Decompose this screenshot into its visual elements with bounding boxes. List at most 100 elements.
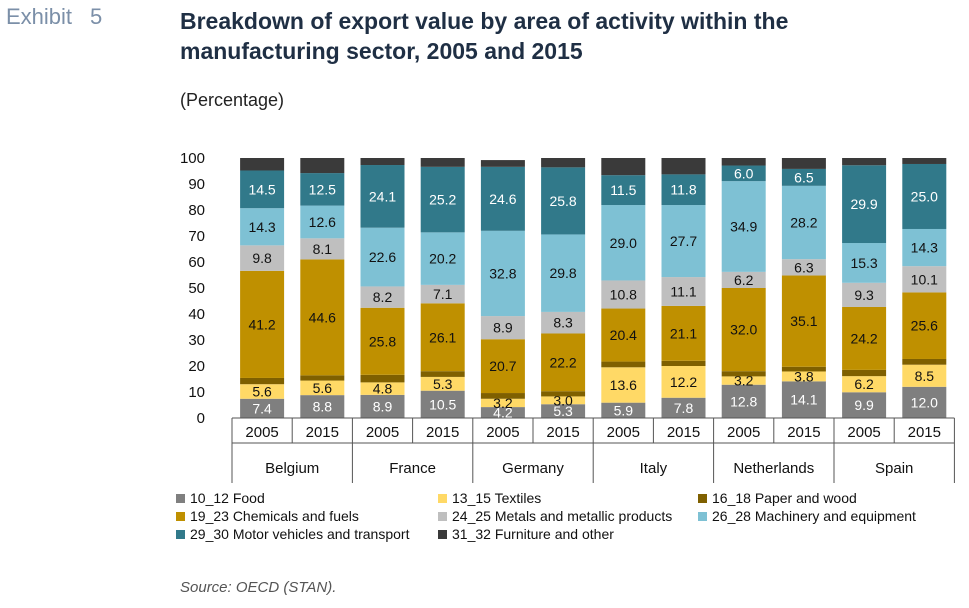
data-label: 9.3 (854, 287, 874, 303)
bar-segment-furniture (721, 158, 766, 166)
y-tick-label: 30 (188, 332, 205, 349)
bar-segment-food (842, 392, 887, 418)
bar-segment-machinery (842, 243, 887, 283)
bar-segment-machinery (541, 234, 586, 312)
bar-segment-paper (721, 371, 766, 377)
country-label: Spain (875, 460, 913, 477)
country-label: France (389, 460, 436, 477)
legend-label: 10_12 Food (190, 490, 265, 506)
y-tick-label: 90 (188, 176, 205, 193)
bar-segment-food (480, 407, 525, 418)
legend-item-metals: 24_25 Metals and metallic products (438, 508, 672, 524)
data-label: 29.9 (850, 196, 877, 212)
data-label: 11.5 (610, 182, 636, 198)
bar-segment-furniture (842, 158, 887, 166)
data-label: 44.6 (309, 309, 336, 325)
bar-segment-furniture (541, 158, 586, 168)
year-label: 2005 (245, 424, 278, 441)
year-label: 2015 (787, 424, 820, 441)
data-label: 5.9 (614, 402, 634, 418)
year-label: 2005 (607, 424, 640, 441)
year-label: 2015 (306, 424, 339, 441)
bar-segment-furniture (601, 158, 646, 176)
data-label: 24.1 (369, 188, 396, 204)
bar-segment-paper (902, 358, 947, 365)
data-label: 24.2 (850, 330, 877, 346)
data-label: 6.5 (794, 169, 814, 185)
data-label: 8.9 (373, 398, 393, 414)
bar-segment-chemicals (601, 308, 646, 362)
bar-segment-paper (360, 374, 405, 383)
data-label: 35.1 (790, 313, 817, 329)
bar-segment-textiles (360, 382, 405, 395)
legend-item-motor: 29_30 Motor vehicles and transport (176, 526, 409, 542)
data-label: 25.2 (429, 192, 456, 208)
bar-segment-metals (240, 245, 285, 271)
data-label: 25.8 (549, 193, 576, 209)
data-label: 6.2 (854, 376, 874, 392)
data-label: 5.6 (252, 383, 272, 399)
data-label: 8.5 (915, 368, 935, 384)
bar-segment-food (300, 395, 345, 418)
data-label: 9.8 (252, 250, 272, 266)
y-tick-label: 10 (188, 384, 205, 401)
data-label: 15.3 (850, 255, 877, 271)
bar-segment-textiles (300, 380, 345, 396)
data-label: 29.8 (549, 265, 576, 281)
legend-item-machinery: 26_28 Machinery and equipment (698, 508, 916, 524)
bar-segment-chemicals (842, 306, 887, 370)
data-label: 7.4 (252, 400, 272, 416)
data-label: 14.1 (790, 392, 817, 408)
year-label: 2015 (426, 424, 459, 441)
legend-swatch (698, 493, 707, 503)
bar-segment-machinery (721, 181, 766, 272)
country-label: Germany (502, 460, 564, 477)
stacked-bar-chart: 01020304050607080901007.45.641.29.814.31… (180, 150, 955, 483)
legend-swatch (176, 529, 185, 539)
bar-segment-chemicals (480, 339, 525, 394)
legend-label: 19_23 Chemicals and fuels (190, 508, 359, 524)
chart-subtitle: (Percentage) (180, 90, 285, 110)
legend-label: 31_32 Furniture and other (452, 526, 614, 542)
bar-segment-textiles (240, 384, 285, 399)
bar-segment-paper (541, 391, 586, 397)
bar-segment-machinery (480, 230, 525, 317)
bar-segment-chemicals (902, 292, 947, 359)
data-label: 6.0 (734, 165, 754, 181)
bar-segment-furniture (420, 158, 465, 167)
data-label: 13.6 (610, 377, 637, 393)
bar-segment-furniture (902, 158, 947, 164)
data-label: 32.8 (489, 265, 516, 281)
bar-segment-paper (300, 375, 345, 381)
bar-segment-textiles (480, 398, 525, 408)
bar-segment-chemicals (240, 270, 285, 378)
data-label: 3.2 (493, 395, 513, 411)
data-label: 14.5 (248, 181, 275, 197)
exhibit-label-text: Exhibit (6, 4, 73, 29)
bar-segment-textiles (541, 396, 586, 405)
data-label: 3.2 (734, 373, 754, 389)
data-label: 25.6 (911, 318, 938, 334)
bar-segment-furniture (480, 160, 525, 167)
bar-segment-textiles (781, 371, 826, 382)
legend-label: 24_25 Metals and metallic products (452, 508, 673, 524)
data-label: 8.1 (313, 241, 333, 257)
year-label: 2005 (366, 424, 399, 441)
bar-segment-motor (842, 165, 887, 244)
bar-segment-chemicals (721, 288, 766, 372)
country-label: Italy (640, 460, 668, 477)
data-label: 12.6 (309, 214, 336, 230)
data-label: 9.9 (854, 397, 874, 413)
data-label: 12.2 (670, 374, 697, 390)
data-label: 7.1 (433, 286, 453, 302)
legend-item-paper: 16_18 Paper and wood (698, 490, 857, 506)
bar-segment-motor (721, 165, 766, 182)
exhibit-label: Exhibit 5 (6, 4, 102, 30)
y-tick-label: 60 (188, 254, 205, 271)
bar-segment-furniture (360, 158, 405, 166)
bar-segment-furniture (781, 158, 826, 169)
data-label: 20.4 (610, 327, 637, 343)
bar-segment-metals (541, 311, 586, 334)
data-label: 5.6 (313, 380, 333, 396)
legend-swatch (438, 493, 447, 503)
